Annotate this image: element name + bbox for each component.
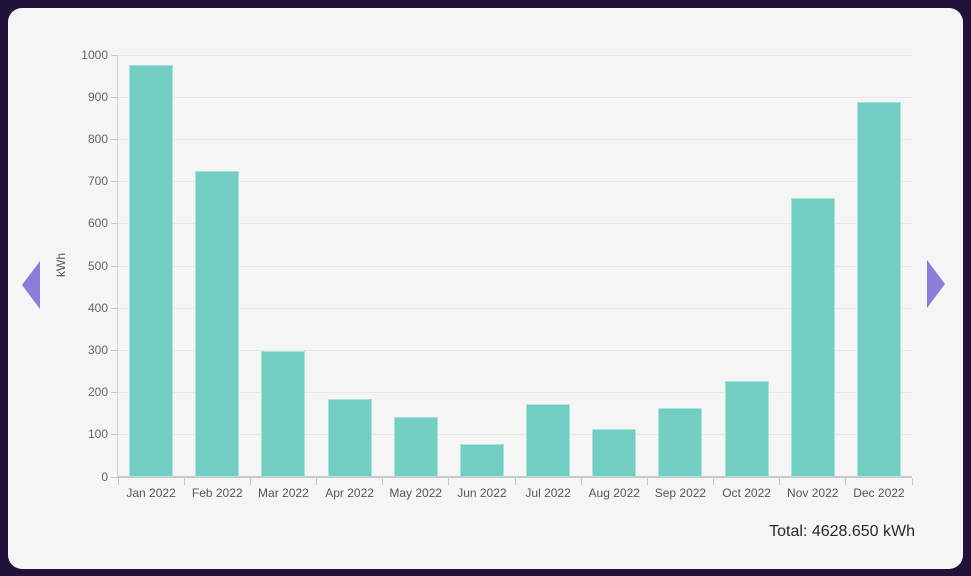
bar-nov-2022[interactable]: [790, 198, 835, 477]
y-axis-tick-label: 400: [87, 300, 108, 315]
y-axis-tick-label: 1000: [81, 47, 108, 62]
bar-dec-2022[interactable]: [856, 102, 901, 477]
x-axis-label: Jun 2022: [457, 486, 507, 500]
x-axis-tick: [249, 478, 251, 485]
y-axis-tick: [111, 265, 118, 267]
x-axis-label: Jan 2022: [126, 486, 176, 500]
x-axis-label: Sep 2022: [654, 486, 707, 500]
gridline: [118, 181, 912, 183]
bar-sep-2022[interactable]: [658, 408, 703, 477]
x-axis-baseline: [118, 476, 912, 478]
y-axis-tick-label: 700: [87, 174, 108, 189]
bar-apr-2022[interactable]: [327, 398, 372, 477]
y-axis-tick: [111, 307, 118, 309]
chevron-right-icon: [927, 260, 945, 308]
x-axis-tick: [382, 478, 384, 485]
bar-mar-2022[interactable]: [261, 350, 306, 477]
x-axis-label: Apr 2022: [325, 486, 374, 500]
gridline: [118, 307, 912, 309]
x-axis-tick: [316, 478, 317, 485]
bar-jun-2022[interactable]: [459, 444, 504, 477]
y-axis-tick-label: 300: [87, 342, 108, 357]
y-axis-tick: [111, 392, 118, 394]
gridline: [118, 223, 912, 225]
y-axis-line: [117, 55, 118, 479]
x-axis-tick: [845, 478, 847, 485]
prev-period-button[interactable]: [22, 261, 40, 309]
gridline: [118, 54, 912, 56]
x-axis-tick: [183, 478, 185, 485]
gridline: [118, 392, 912, 394]
y-axis-tick-label: 500: [87, 258, 108, 273]
gridline: [118, 349, 912, 351]
bar-jul-2022[interactable]: [526, 403, 571, 477]
x-axis-label: Jul 2022: [525, 486, 571, 500]
next-period-button[interactable]: [927, 260, 945, 308]
chevron-left-icon: [22, 261, 40, 309]
gridline: [118, 434, 912, 436]
x-axis-tick: [117, 478, 119, 485]
gridline: [118, 265, 912, 267]
x-axis-tick: [911, 478, 913, 485]
bar-may-2022[interactable]: [393, 417, 438, 477]
x-axis-label: May 2022: [389, 486, 443, 500]
x-axis-label: Feb 2022: [191, 486, 243, 500]
y-axis-tick-label: 0: [101, 469, 108, 484]
y-axis-tick: [111, 476, 118, 478]
x-axis-label: Dec 2022: [853, 486, 905, 500]
bar-feb-2022[interactable]: [195, 171, 240, 477]
x-axis-tick: [779, 478, 781, 485]
x-axis-tick: [580, 478, 582, 485]
y-axis-tick-label: 100: [87, 427, 108, 442]
y-axis-tick-label: 600: [87, 216, 108, 231]
x-axis-label: Oct 2022: [722, 486, 771, 500]
total-consumption-label: Total: 4628.650 kWh: [769, 523, 915, 540]
y-axis-tick-label: 900: [87, 89, 108, 104]
bar-oct-2022[interactable]: [724, 381, 769, 477]
y-axis-tick-label: 200: [87, 385, 108, 400]
gridline: [118, 96, 912, 98]
y-axis-tick: [111, 434, 118, 436]
y-axis-tick: [111, 138, 118, 140]
x-axis-tick: [514, 478, 516, 485]
y-axis-tick-label: 800: [87, 131, 108, 146]
x-axis-label: Aug 2022: [588, 486, 640, 500]
y-axis-tick: [111, 96, 118, 98]
x-axis-tick: [448, 478, 450, 485]
x-axis-tick: [713, 478, 714, 485]
x-axis-tick: [646, 478, 648, 485]
y-axis-tick: [111, 223, 118, 225]
bar-jan-2022[interactable]: [129, 65, 174, 477]
bar-aug-2022[interactable]: [592, 429, 637, 477]
y-axis-tick: [111, 54, 118, 56]
gridline: [118, 138, 912, 140]
x-axis-label: Mar 2022: [258, 486, 309, 500]
y-axis-tick: [111, 181, 118, 183]
x-axis-label: Nov 2022: [787, 486, 839, 500]
y-axis-tick: [111, 349, 118, 351]
